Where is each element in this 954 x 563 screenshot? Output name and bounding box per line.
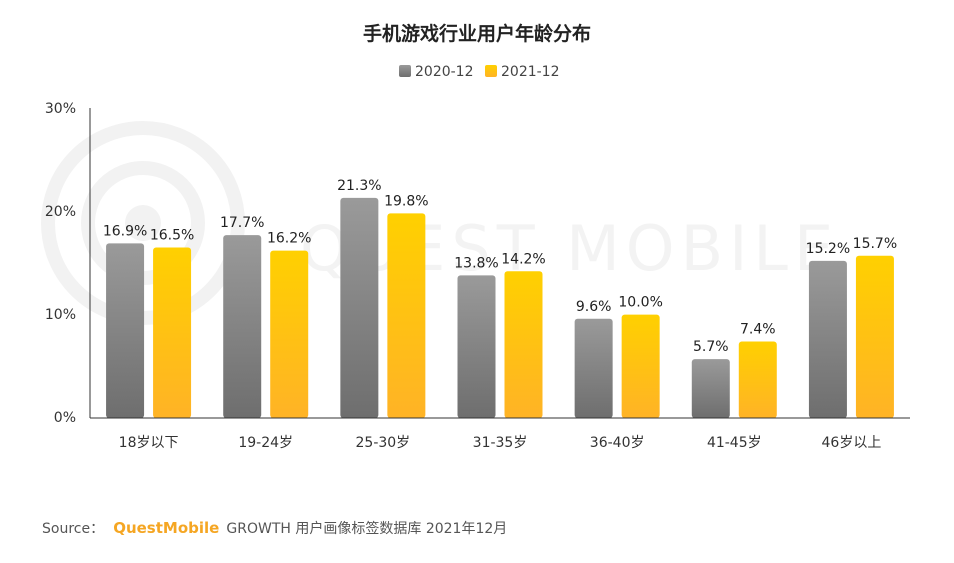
bar-2021-12-5 <box>738 341 777 418</box>
bar-2020-12-1 <box>223 235 262 418</box>
data-label: 5.7% <box>693 339 729 355</box>
data-label: 13.8% <box>454 255 498 271</box>
y-tick-label: 10% <box>45 307 76 323</box>
bar-2021-12-3 <box>504 271 543 418</box>
source-brand: QuestMobile <box>113 519 219 537</box>
x-tick-label: 18岁以下 <box>119 435 179 451</box>
bar-2020-12-4 <box>574 318 613 418</box>
y-axis-ticks: 30% 20% 10% 0% <box>45 101 76 426</box>
legend-swatch-2020 <box>399 65 411 77</box>
source-prefix: Source： <box>42 521 104 537</box>
y-tick-label: 30% <box>45 101 76 117</box>
legend-item-2020: 2020-12 <box>399 64 474 80</box>
bar-2020-12-3 <box>457 275 496 418</box>
bar-2020-12-2 <box>340 197 379 418</box>
bar-2020-12-6 <box>808 260 847 418</box>
bars <box>106 197 894 418</box>
data-label: 7.4% <box>740 322 776 338</box>
bar-2021-12-0 <box>153 247 192 418</box>
legend-label-2020: 2020-12 <box>415 64 474 80</box>
chart-title: 手机游戏行业用户年龄分布 <box>363 22 591 45</box>
bar-2021-12-6 <box>855 255 894 418</box>
bar-2020-12-0 <box>106 243 145 418</box>
legend-item-2021: 2021-12 <box>485 64 560 80</box>
data-label: 16.9% <box>103 223 147 239</box>
data-labels: 16.9% 16.5% 17.7%16.2% 21.3%19.8% 13.8% 14.2%… <box>103 178 897 355</box>
x-tick-label: 46岁以上 <box>822 435 882 451</box>
data-label: 19.8% <box>384 193 428 209</box>
data-label: 21.3% <box>337 178 381 194</box>
y-tick-label: 0% <box>54 410 76 426</box>
bar-2021-12-1 <box>270 250 309 418</box>
data-label: 15.2% <box>806 241 850 257</box>
watermark-text: QUEST MOBILE <box>300 212 839 285</box>
bar-2020-12-5 <box>691 359 730 418</box>
data-label: 14.2% <box>501 251 545 267</box>
bar-2021-12-2 <box>387 213 426 418</box>
source-text: GROWTH 用户画像标签数据库 2021年12月 <box>226 520 507 537</box>
data-label: 17.7% <box>220 215 264 231</box>
legend-swatch-2021 <box>485 65 497 77</box>
x-tick-label: 31-35岁 <box>473 435 528 451</box>
data-label: 15.7% <box>853 236 897 252</box>
legend: 2020-12 2021-12 <box>399 64 560 80</box>
x-tick-label: 41-45岁 <box>707 435 762 451</box>
bar-2021-12-4 <box>621 314 660 418</box>
data-label: 10.0% <box>618 295 662 311</box>
y-tick-label: 20% <box>45 204 76 220</box>
legend-label-2021: 2021-12 <box>501 64 560 80</box>
x-tick-label: 25-30岁 <box>356 435 411 451</box>
data-label: 16.5% <box>150 228 194 244</box>
x-tick-label: 19-24岁 <box>238 435 293 451</box>
x-axis-ticks: 18岁以下 19-24岁 25-30岁 31-35岁 36-40岁 41-45岁 46岁以上 <box>119 435 882 451</box>
data-label: 9.6% <box>576 299 612 315</box>
source-line: Source： QuestMobile GROWTH 用户画像标签数据库 202… <box>42 518 507 537</box>
data-label: 16.2% <box>267 231 311 247</box>
x-tick-label: 36-40岁 <box>590 435 645 451</box>
